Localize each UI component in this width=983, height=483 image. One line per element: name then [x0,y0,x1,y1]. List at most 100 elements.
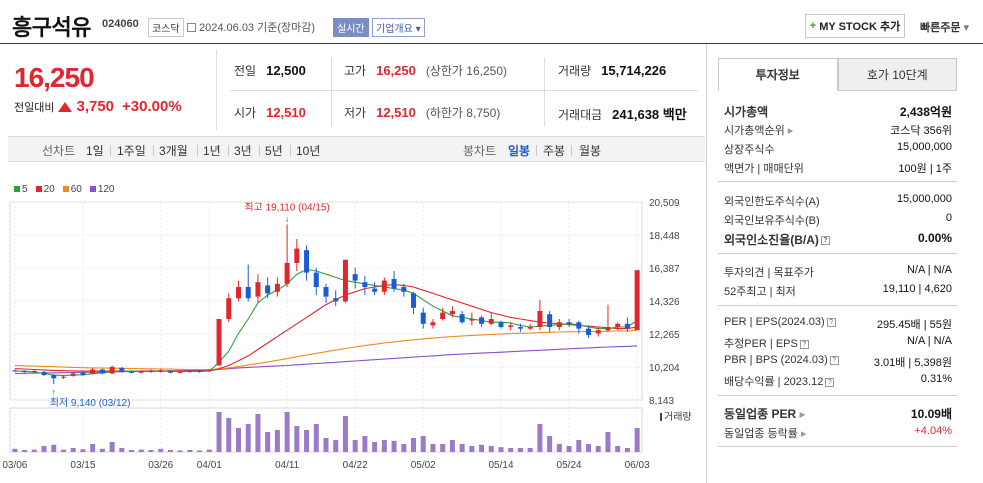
period-5y[interactable]: 5년 [265,144,283,158]
candle [537,311,543,328]
volume-bar [206,449,212,452]
company-overview-button[interactable]: 기업개요 ▾ [372,18,425,37]
volume-bar [284,412,290,452]
current-price: 16,250 [14,62,95,93]
candle [294,248,300,263]
volume-bar [595,446,601,452]
help-icon[interactable]: ? [825,377,835,387]
candle [51,375,57,379]
candle [634,270,640,331]
volume-bar [119,448,125,452]
volume-bar [333,440,339,452]
volume-bar [469,446,475,452]
volume-bar [634,428,640,452]
candle [90,369,96,374]
volume-bar [158,448,164,452]
candle [459,314,465,323]
period-10y[interactable]: 10년 [296,144,321,158]
volume-bar [41,446,47,452]
volume-bar [265,432,271,452]
volume-bar [342,416,348,452]
stock-chart[interactable]: 20,509 18,448 16,387 14,326 12,265 10,204 8,14… [0,190,706,483]
date-label: 2024.06.03 기준(장마감) [187,19,315,35]
sector-per-row: 동일업종 PER ▸ 10.09배 [724,407,952,421]
tab-investment-info[interactable]: 투자정보 [718,58,838,91]
period-weekly[interactable]: 주봉 [543,144,566,158]
ma-line-ma120 [14,345,638,375]
x-tick-label: 05/24 [557,460,582,471]
legend-ma120: 120 [89,184,115,195]
arrow-up-icon: ↑ [52,387,57,397]
low-price: 저가 12,510 (하한가 8,750) [344,105,501,120]
volume-bar [90,444,96,452]
volume-bar [148,450,154,452]
help-icon[interactable]: ? [820,236,830,246]
volume-bar [226,418,232,452]
volume-bar [420,436,426,452]
help-icon[interactable]: ? [799,339,809,349]
volume-bar [449,440,455,452]
period-1y[interactable]: 1년 [203,144,221,158]
candle [342,259,348,302]
right-tabs: 투자정보 호가 10단계 [718,58,957,91]
period-1w[interactable]: 1주일 [117,144,146,158]
volume-bar [479,444,485,452]
candle [70,373,76,376]
volume-bar [274,430,280,452]
volume-bar [323,438,329,452]
candle [265,285,271,294]
candle [99,369,105,374]
est-per-row: 추정PER | EPS? N/A | N/A [724,335,952,350]
volume-bar [372,442,378,452]
candle [22,371,28,373]
volume-bar [138,449,144,452]
calendar-icon [187,23,196,32]
candle [420,312,426,324]
y-tick-label: 12,265 [649,330,680,341]
line-chart-label: 선차트 [42,144,76,158]
max-price-annotation: 최고 19,110 (04/15) [244,201,330,213]
volume-bar [245,424,251,452]
candle [80,372,86,376]
my-stock-button[interactable]: + MY STOCK 추가 [805,14,905,38]
period-daily[interactable]: 일봉 [508,144,531,158]
per-row: PER | EPS(2024.03)? 295.45배 | 55원 [724,316,952,331]
period-3m[interactable]: 3개월 [159,144,188,158]
candle [449,311,455,315]
volume-bar [440,444,446,452]
x-tick-label: 05/14 [488,460,513,471]
volume-bar [235,428,241,452]
change-label: 전일대비 [14,101,55,114]
volume-bar [547,436,553,452]
period-3y[interactable]: 3년 [234,144,252,158]
quick-order-button[interactable]: 빠른주문 ▾ [920,22,970,34]
candle [372,288,378,292]
candle [401,287,407,292]
stock-code: 024060 [102,18,139,30]
candle [381,280,387,292]
open-price: 시가 12,510 [234,105,306,120]
plus-icon: + [809,20,817,32]
x-tick-label: 04/11 [275,460,300,471]
ma-legend: 5 20 60 120 [14,184,115,195]
volume-bar [411,438,417,452]
help-icon[interactable]: ? [826,317,836,327]
help-icon[interactable]: ? [829,355,839,365]
x-tick-label: 05/02 [411,460,436,471]
candle [333,298,339,302]
period-1d[interactable]: 1일 [86,144,104,158]
realtime-button[interactable]: 실시간 [333,18,369,37]
candle [556,322,562,328]
volume-bar [31,449,37,452]
candle [498,322,504,328]
arrow-down-icon: ↓ [285,213,290,223]
candle [469,319,475,321]
period-monthly[interactable]: 월봉 [579,144,602,158]
candle [177,371,183,373]
volume-bar [624,448,630,452]
candle [430,322,436,326]
volume-bar [430,444,436,452]
candle [313,272,319,288]
tab-orderbook[interactable]: 호가 10단계 [837,58,957,91]
candle [60,376,66,378]
